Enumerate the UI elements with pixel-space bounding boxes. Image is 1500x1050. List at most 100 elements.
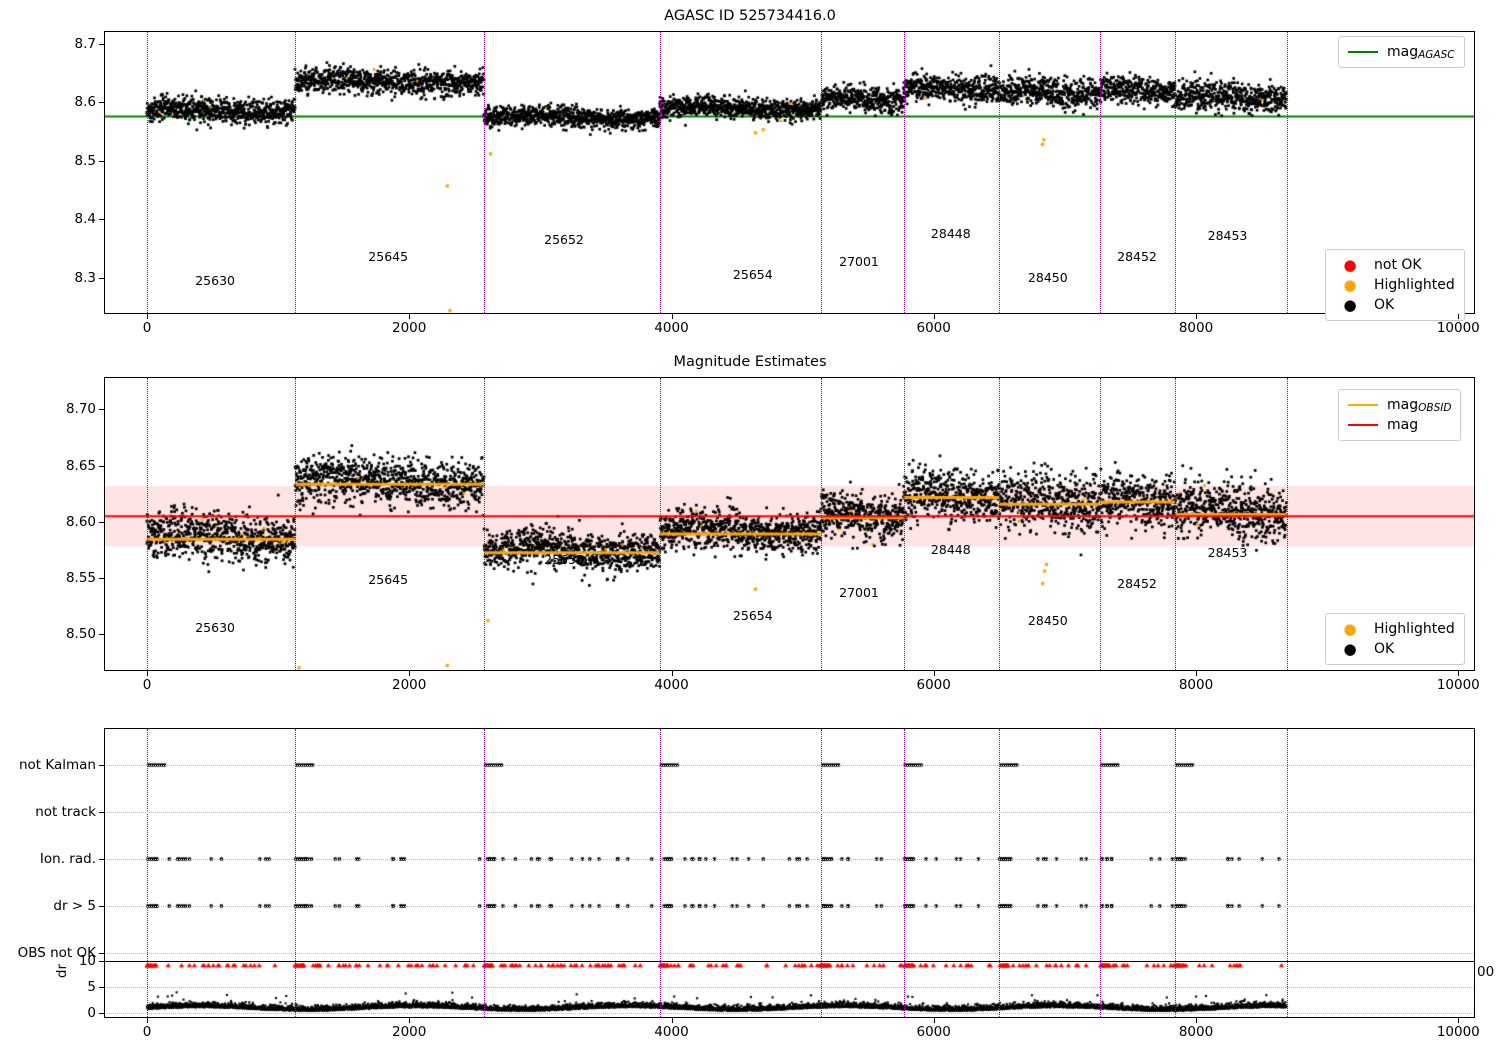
p3-xtick-mark-0 [147,1018,149,1023]
dr-tick-label-2: 0 [87,1005,96,1021]
legend-item-not-ok: ● not OK [1335,255,1455,275]
bottom-gridline-4 [105,953,1474,954]
middle-ytick-label-3: 8.55 [65,569,96,586]
middle-legend-status[interactable]: ● Highlighted ● OK [1325,613,1465,665]
top-ytick-label-4: 8.3 [74,269,96,286]
top-obsid-label-25645: 25645 [368,249,409,265]
obsid-divider-5 [903,32,905,313]
legend-item-highlighted-mid: ● Highlighted [1335,619,1454,639]
legend-item-ok-mid: ● OK [1335,639,1455,659]
p2-xtick-mark-3 [933,671,935,676]
middle-panel [104,377,1475,671]
middle-ytick-mark-3 [99,577,104,579]
obsid-divider-2 [484,32,485,313]
legend-dot-ok-mid: ● [1343,639,1357,658]
obsid-divider-9 [1286,32,1288,313]
bottom-gridline-3 [105,906,1474,907]
obsid-divider-8 [1175,378,1176,670]
p1-xtick-mark-5 [1458,314,1460,319]
top-obsid-label-25654: 25654 [732,266,773,282]
obsid-divider-4 [821,378,822,670]
p3-xtick-label-3: 6000 [916,1024,951,1040]
legend-label-ok: OK [1374,297,1395,313]
middle-obsid-label-28450: 28450 [1027,612,1068,628]
top-obsid-label-27001: 27001 [839,253,879,269]
middle-legend-lines[interactable]: magOBSID mag [1338,389,1462,441]
obsid-divider-2 [484,378,485,670]
obsid-divider-8 [1175,729,1176,1017]
legend-item-ok: ● OK [1335,295,1455,315]
obsid-divider-1 [295,378,297,670]
top-legend-magagasc[interactable]: magAGASC [1338,36,1465,68]
obsid-divider-0 [147,378,148,670]
middle-ytick-label-1: 8.65 [65,457,96,474]
p1-xtick-label-5: 10000 [1436,320,1480,336]
p3-xtick-mark-3 [933,1018,935,1023]
dr-tick-label-1: 5 [87,979,96,995]
legend-dot-ok: ● [1343,295,1357,314]
middle-panel-title: Magnitude Estimates [673,354,827,370]
p2-xtick-mark-1 [409,671,411,676]
middle-ytick-mark-1 [99,465,104,467]
middle-obsid-label-25645: 25645 [368,572,409,588]
obsid-divider-7 [1100,32,1102,313]
top-ytick-label-2: 8.5 [74,152,96,169]
top-panel [104,31,1475,314]
p1-xtick-label-4: 8000 [1178,320,1214,336]
middle-obsid-label-25652: 25652 [544,551,584,567]
bottom-row-tick-4 [99,953,104,955]
top-obsid-label-28448: 28448 [930,226,971,241]
top-obsid-label-25652: 25652 [544,231,584,247]
dr-gridline-0 [105,1013,1474,1014]
p3-xtick-mark-1 [409,1018,411,1023]
dr-tick-label-0: 10 [78,953,96,969]
p3-xtick-label-5: 10000 [1436,1024,1480,1040]
p1-xtick-label-3: 6000 [916,320,951,336]
bottom-row-label-4: OBS not OK [17,945,96,961]
legend-label-not-ok: not OK [1374,257,1422,273]
obsid-divider-2 [484,729,485,1017]
bottom-gridline-1 [105,812,1474,813]
obsid-divider-5 [903,729,905,1017]
bottom-row-tick-2 [99,859,104,861]
bottom-row-label-1: not track [35,804,96,820]
obsid-divider-6 [999,729,1001,1017]
top-legend-status[interactable]: ● not OK ● Highlighted ● OK [1325,249,1465,321]
middle-obsid-label-25630: 25630 [195,620,235,636]
obsid-divider-0 [147,32,148,313]
dr-tick-mark-2 [99,1013,104,1015]
legend-label-mag: mag [1387,417,1419,433]
obsid-divider-5 [903,378,905,670]
obsid-divider-9 [1286,729,1288,1017]
p2-xtick-mark-4 [1196,671,1198,676]
obsid-divider-0 [147,729,148,1017]
middle-ytick-mark-4 [99,634,104,636]
obsid-divider-3 [659,729,661,1017]
legend-line-mag [1348,424,1378,426]
legend-item-mag: mag [1348,415,1451,435]
dr-axis-label: dr [54,964,70,979]
obsid-divider-1 [295,729,297,1017]
p3-xtick-label-1: 2000 [392,1024,427,1040]
p1-xtick-mark-3 [933,314,935,319]
p2-xtick-label-5: 10000 [1436,677,1480,693]
middle-obsid-label-25654: 25654 [732,608,773,624]
p2-xtick-label-0: 0 [142,677,152,693]
bottom-row-label-3: dr > 5 [53,898,96,914]
obsid-divider-7 [1100,729,1102,1017]
top-ytick-mark-0 [99,43,104,45]
p2-xtick-mark-0 [147,671,149,676]
p1-xtick-label-0: 0 [142,320,152,336]
p2-xtick-label-1: 2000 [392,677,427,693]
top-obsid-label-28450: 28450 [1027,269,1068,285]
p1-xtick-mark-0 [147,314,149,319]
clipped-axis-remnant: 00 [1477,964,1495,980]
top-ytick-label-3: 8.4 [74,211,96,228]
p3-xtick-mark-2 [671,1018,673,1023]
middle-ytick-label-0: 8.70 [65,401,96,418]
bottom-gridline-2 [105,859,1474,860]
dr-tick-mark-1 [99,987,104,989]
legend-label-ok-mid: OK [1374,641,1395,657]
middle-ytick-mark-2 [99,521,104,523]
